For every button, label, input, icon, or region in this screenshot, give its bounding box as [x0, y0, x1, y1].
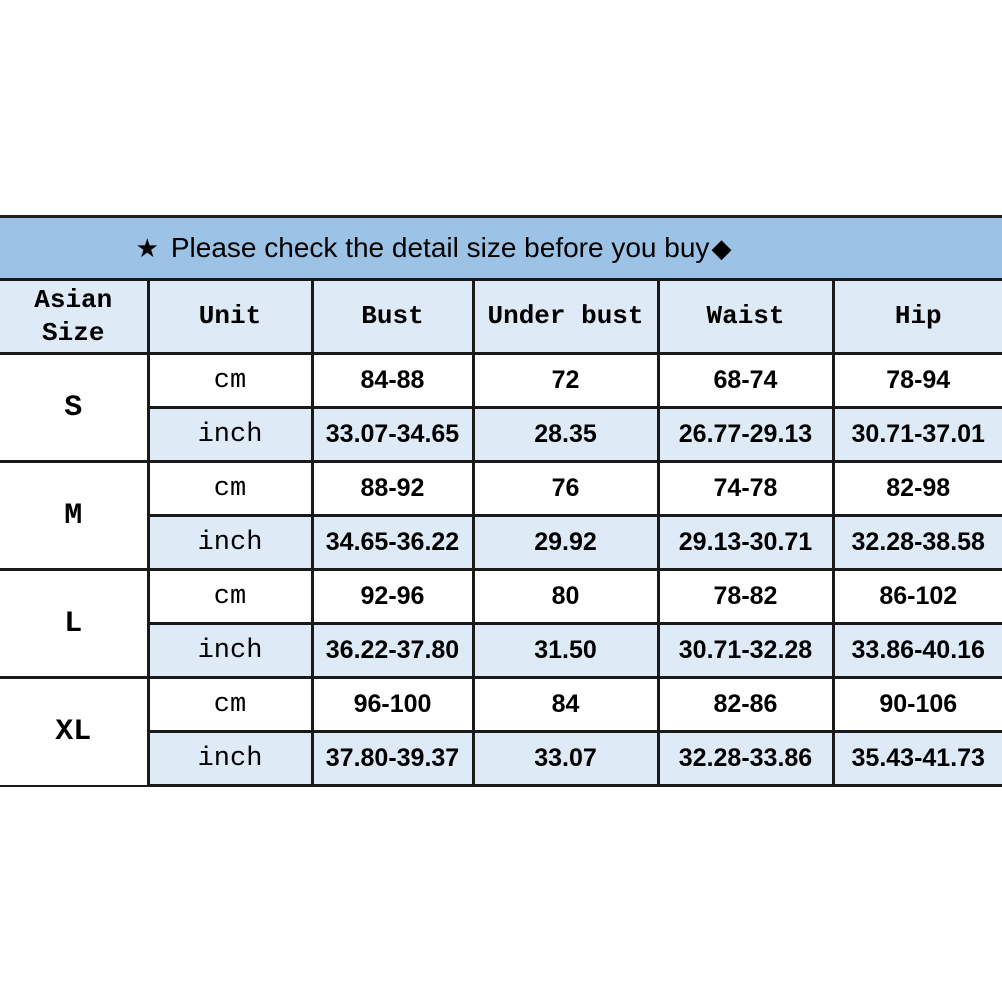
value-cell: 33.86-40.16: [831, 622, 1002, 679]
value-cell: 80: [471, 568, 660, 625]
value-cell: 76: [471, 460, 660, 517]
size-cell-l: L: [0, 568, 150, 679]
value-cell: 86-102: [831, 568, 1002, 625]
value-cell: 33.07-34.65: [310, 406, 475, 463]
value-cell: 29.13-30.71: [656, 514, 835, 571]
value-cell: 36.22-37.80: [310, 622, 475, 679]
unit-cell: inch: [146, 622, 314, 679]
value-cell: 34.65-36.22: [310, 514, 475, 571]
value-cell: 78-82: [656, 568, 835, 625]
table-row: M cm 88-92 76 74-78 82-98: [0, 460, 1002, 571]
size-cell-xl: XL: [0, 676, 150, 787]
value-cell: 90-106: [831, 676, 1002, 733]
value-cell: 32.28-33.86: [656, 730, 835, 787]
value-cell: 68-74: [656, 352, 835, 409]
col-header-bust: Bust: [310, 278, 475, 355]
value-cell: 32.28-38.58: [831, 514, 1002, 571]
value-cell: 37.80-39.37: [310, 730, 475, 787]
col-header-hip: Hip: [831, 278, 1002, 355]
table-row: inch 37.80-39.37 33.07 32.28-33.86 35.43…: [0, 730, 1002, 787]
star-icon: ★: [135, 232, 159, 263]
value-cell: 72: [471, 352, 660, 409]
banner: ★ Please check the detail size before yo…: [0, 215, 1002, 278]
value-cell: 96-100: [310, 676, 475, 733]
size-table: Asian Size Unit Bust Under bust Waist Hi…: [0, 278, 1002, 787]
unit-cell: inch: [146, 406, 314, 463]
unit-cell: inch: [146, 514, 314, 571]
size-chart: ★ Please check the detail size before yo…: [0, 215, 1002, 787]
unit-cell: inch: [146, 730, 314, 787]
value-cell: 31.50: [471, 622, 660, 679]
size-cell-m: M: [0, 460, 150, 571]
unit-cell: cm: [146, 460, 314, 517]
banner-text: Please check the detail size before you …: [170, 232, 710, 263]
col-header-unit: Unit: [146, 278, 314, 355]
table-row: inch 34.65-36.22 29.92 29.13-30.71 32.28…: [0, 514, 1002, 571]
value-cell: 82-98: [831, 460, 1002, 517]
header-row: Asian Size Unit Bust Under bust Waist Hi…: [0, 278, 1002, 355]
value-cell: 82-86: [656, 676, 835, 733]
value-cell: 30.71-37.01: [831, 406, 1002, 463]
col-header-waist: Waist: [656, 278, 835, 355]
unit-cell: cm: [146, 352, 314, 409]
table-row: L cm 92-96 80 78-82 86-102: [0, 568, 1002, 679]
value-cell: 84: [471, 676, 660, 733]
diamond-icon: ◆: [711, 232, 732, 263]
value-cell: 26.77-29.13: [656, 406, 835, 463]
value-cell: 88-92: [310, 460, 475, 517]
value-cell: 33.07: [471, 730, 660, 787]
value-cell: 84-88: [310, 352, 475, 409]
value-cell: 92-96: [310, 568, 475, 625]
value-cell: 28.35: [471, 406, 660, 463]
unit-cell: cm: [146, 568, 314, 625]
value-cell: 30.71-32.28: [656, 622, 835, 679]
table-row: inch 36.22-37.80 31.50 30.71-32.28 33.86…: [0, 622, 1002, 679]
col-header-under-bust: Under bust: [471, 278, 660, 355]
col-header-asian-size: Asian Size: [0, 278, 150, 355]
table-row: XL cm 96-100 84 82-86 90-106: [0, 676, 1002, 787]
value-cell: 78-94: [831, 352, 1002, 409]
unit-cell: cm: [146, 676, 314, 733]
value-cell: 35.43-41.73: [831, 730, 1002, 787]
value-cell: 74-78: [656, 460, 835, 517]
table-row: inch 33.07-34.65 28.35 26.77-29.13 30.71…: [0, 406, 1002, 463]
size-cell-s: S: [0, 352, 150, 463]
table-row: S cm 84-88 72 68-74 78-94: [0, 352, 1002, 463]
value-cell: 29.92: [471, 514, 660, 571]
